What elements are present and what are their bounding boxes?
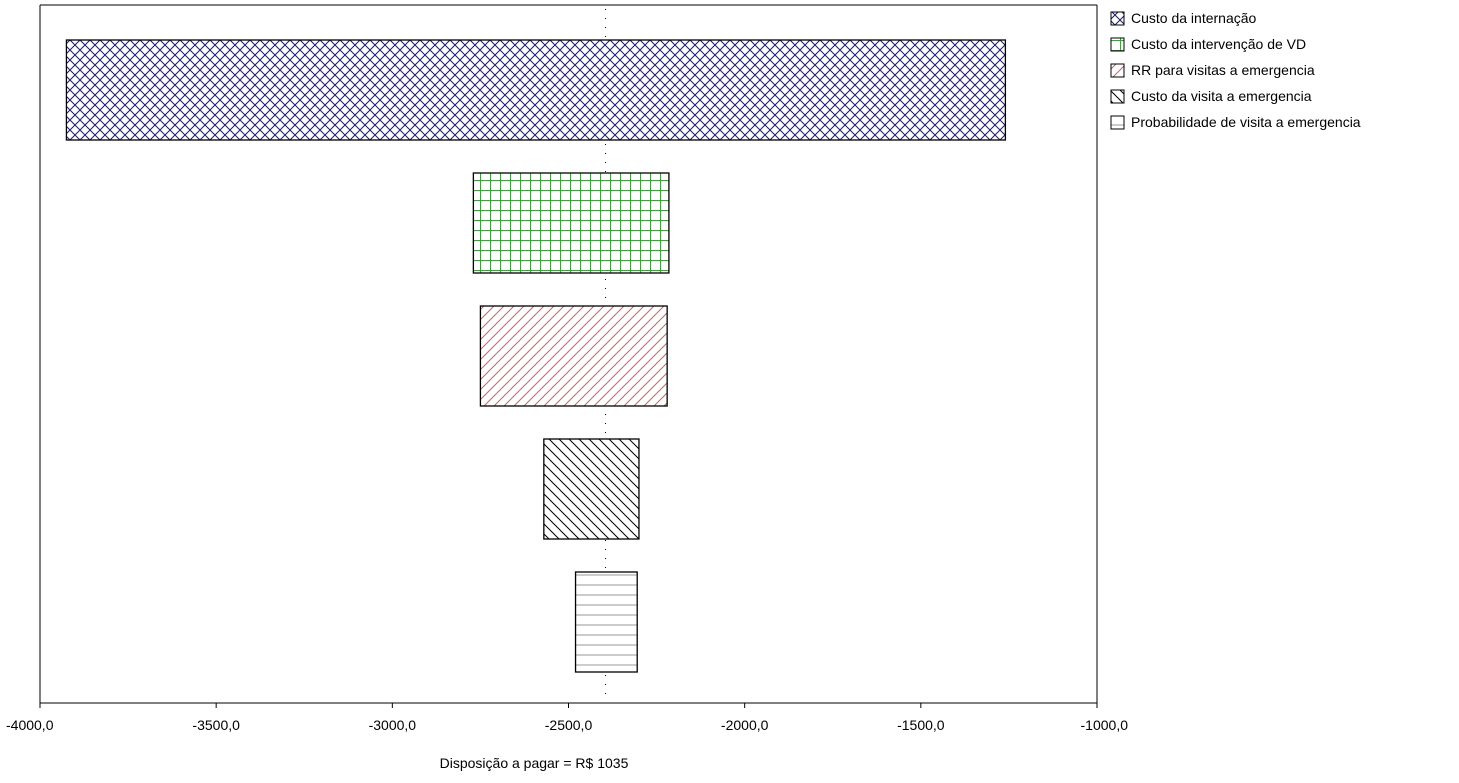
x-tick-label: -1000,0: [1081, 717, 1129, 733]
legend-label-1: Custo da internação: [1131, 10, 1257, 26]
legend-label-3: RR para visitas a emergencia: [1131, 62, 1315, 78]
legend-swatch-3: [1110, 63, 1125, 78]
bar-1: [65, 39, 1007, 141]
bars-group: [65, 39, 1007, 673]
legend-swatch-4: [1110, 89, 1125, 104]
legend: Custo da internação Custo da intervenção …: [1110, 10, 1361, 130]
legend-label-2: Custo da intervenção de VD: [1131, 36, 1306, 52]
x-axis-ticks: -4000,0 -3500,0 -3000,0 -2500,0 -2000,0 -1500…: [6, 703, 1128, 733]
legend-label-5: Probabilidade de visita a emergencia: [1131, 114, 1361, 130]
bar-2: [472, 172, 670, 274]
legend-swatch-5: [1110, 115, 1125, 130]
x-tick-label: -3500,0: [192, 717, 240, 733]
legend-swatch-1: [1110, 11, 1125, 26]
bar-3: [479, 305, 668, 407]
legend-swatch-2: [1110, 37, 1125, 52]
x-tick-label: -4000,0: [6, 717, 54, 733]
x-tick-label: -2000,0: [721, 717, 769, 733]
x-axis-title: Disposição a pagar = R$ 1035: [440, 755, 629, 771]
legend-label-4: Custo da visita a emergencia: [1131, 88, 1312, 104]
x-tick-label: -2500,0: [545, 717, 593, 733]
bar-4: [543, 438, 640, 540]
x-tick-label: -1500,0: [897, 717, 945, 733]
x-tick-label: -3000,0: [369, 717, 417, 733]
bar-5: [574, 571, 638, 673]
